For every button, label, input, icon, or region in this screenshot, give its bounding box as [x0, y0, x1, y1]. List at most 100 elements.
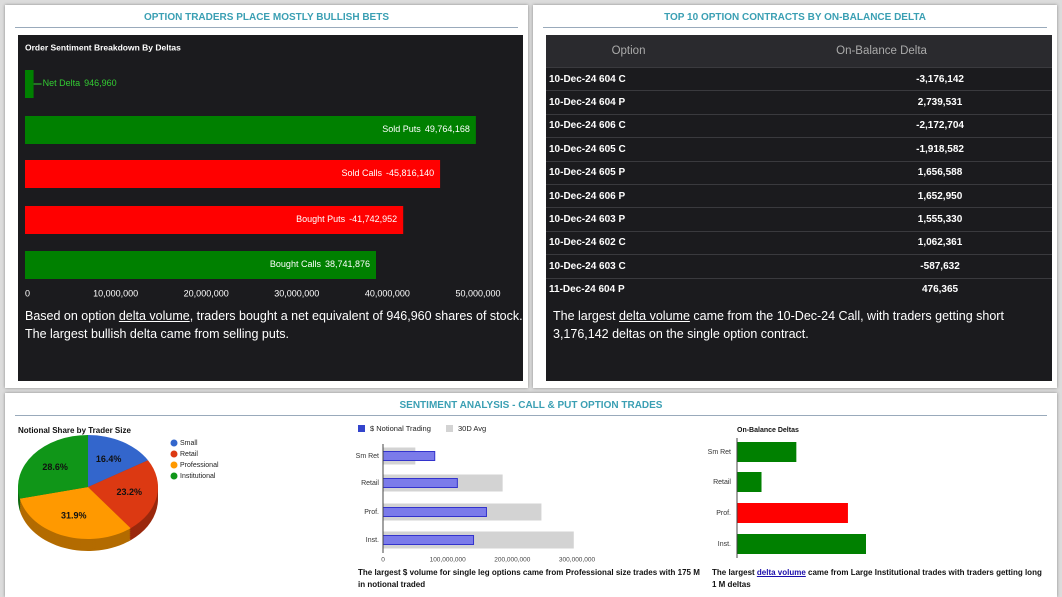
table-area: Option On-Balance Delta 10-Dec-24 604 C -3,…	[546, 35, 1052, 381]
link-text[interactable]: delta volume	[619, 309, 690, 323]
text: The largest bullish delta came from sell…	[25, 327, 290, 341]
bar	[737, 534, 866, 554]
legend-label: Small	[180, 440, 198, 447]
table-row: 10-Dec-24 606 C -2,172,704	[546, 113, 1052, 138]
pie-slice	[19, 487, 131, 539]
table-cell: -3,176,142	[711, 66, 1052, 91]
table-cell: 10-Dec-24 603 P	[546, 207, 712, 232]
bar	[25, 251, 377, 279]
y-tick-label: Sm Ret	[708, 449, 731, 456]
value-label: 23.2%	[117, 487, 143, 497]
x-tick-label: 10,000,000	[93, 288, 138, 298]
text: Based on option	[25, 309, 119, 323]
analysis-panel: SENTIMENT ANALYSIS - CALL & PUT OPTION T…	[5, 393, 1057, 597]
legend-label: Professional	[180, 462, 219, 469]
pie-slice	[88, 435, 148, 487]
category-label: Sold Puts	[382, 124, 421, 134]
category-label: Net Delta	[43, 78, 81, 88]
pie-slice	[88, 460, 159, 529]
y-tick-label: Inst.	[718, 541, 731, 548]
legend-label: Institutional	[180, 473, 216, 480]
bar-label: Bought Puts -41,742,952	[296, 214, 397, 224]
legend-swatch	[446, 425, 453, 432]
y-tick-label: Sm Ret	[356, 453, 379, 460]
table-row: 10-Dec-24 605 C -1,918,582	[546, 137, 1052, 162]
chart-title: Order Sentiment Breakdown By Deltas	[25, 42, 181, 52]
text: came from Large Institutional trades wit…	[712, 568, 1042, 589]
link-text[interactable]: delta volume	[118, 309, 190, 323]
table-cell: 11-Dec-24 604 P	[546, 277, 712, 301]
x-tick-label: 0	[25, 288, 30, 298]
x-tick-label: 40,000,000	[365, 288, 410, 298]
table-cell: 10-Dec-24 605 C	[546, 137, 712, 162]
value-label: 31.9%	[61, 511, 87, 521]
x-tick-label: 20,000,000	[184, 288, 229, 298]
y-tick-label: Inst.	[366, 537, 379, 544]
table-cell: 1,062,361	[711, 230, 1052, 255]
value-label: 49,764,168	[425, 124, 470, 134]
x-tick-label: 30,000,000	[274, 288, 319, 298]
value-label: 946,960	[84, 78, 117, 88]
table-row: 10-Dec-24 606 P 1,652,950	[546, 183, 1052, 208]
table-cell: 10-Dec-24 604 C	[546, 66, 712, 91]
x-tick-label: 200,000,000	[494, 557, 531, 564]
value-label: 16.4%	[96, 454, 122, 464]
legend-label: $ Notional Trading	[370, 424, 431, 433]
value-label: -45,816,140	[386, 168, 434, 178]
table-row: 10-Dec-24 603 P 1,555,330	[546, 207, 1052, 232]
table-cell: 10-Dec-24 602 C	[546, 230, 712, 255]
caption: The largest delta volume came from Large…	[712, 567, 1047, 591]
bar	[382, 478, 458, 488]
table-row: 10-Dec-24 602 C 1,062,361	[546, 230, 1052, 255]
legend-label: 30D Avg	[458, 424, 486, 433]
bar	[382, 535, 475, 545]
bar-label: Sold Puts 49,764,168	[382, 124, 470, 134]
caption: The largest $ volume for single leg opti…	[358, 568, 700, 589]
bar	[737, 472, 762, 492]
table-row: 10-Dec-24 604 P 2,739,531	[546, 90, 1052, 115]
value-label: 38,741,876	[325, 259, 370, 269]
text: came from the 10-Dec-24 Call, with trade…	[553, 309, 1004, 341]
panel-title: SENTIMENT ANALYSIS - CALL & PUT OPTION T…	[15, 400, 1047, 416]
contracts-table: Option On-Balance Delta 10-Dec-24 604 C -3,…	[546, 35, 1052, 301]
panel-title: OPTION TRADERS PLACE MOSTLY BULLISH BETS	[15, 12, 518, 28]
bar	[737, 442, 797, 462]
x-tick-label: 300,000,000	[559, 557, 596, 564]
bar-label: Bought Calls 38,741,876	[270, 259, 370, 269]
description: Based on option delta volume, traders bo…	[25, 307, 525, 343]
link-text[interactable]: delta volume	[756, 568, 806, 577]
bar	[25, 70, 34, 98]
bar	[25, 160, 441, 188]
table-cell: 10-Dec-24 603 C	[546, 254, 712, 279]
category-label: Bought Puts	[296, 214, 346, 224]
legend-swatch	[170, 461, 178, 469]
column-header: On-Balance Delta	[711, 35, 1052, 68]
table-row: 10-Dec-24 605 P 1,656,588	[546, 160, 1052, 185]
y-tick-label: Prof.	[716, 510, 731, 517]
legend-swatch	[170, 439, 178, 447]
bar-label: Net Delta 946,960	[43, 78, 117, 88]
table-cell: -1,918,582	[711, 137, 1052, 162]
pie-slice	[17, 435, 88, 499]
table-cell: -587,632	[711, 254, 1052, 279]
bar	[25, 116, 476, 144]
legend-swatch	[358, 425, 365, 432]
table-cell: 1,555,330	[711, 207, 1052, 232]
text: The largest	[553, 309, 620, 323]
table-cell: 10-Dec-24 604 P	[546, 90, 712, 115]
table-row: 11-Dec-24 604 P 476,365	[546, 277, 1052, 301]
table-row: 10-Dec-24 604 C -3,176,142	[546, 66, 1052, 91]
chart-title: Notional Share by Trader Size	[18, 426, 131, 435]
legend-label: Retail	[180, 451, 198, 458]
text: The largest	[712, 568, 757, 577]
bar	[737, 503, 848, 523]
legend-swatch	[170, 450, 178, 458]
panel-title: TOP 10 OPTION CONTRACTS BY ON-BALANCE DE…	[543, 12, 1047, 28]
category-label: Sold Calls	[342, 168, 383, 178]
value-label: 28.6%	[42, 462, 68, 472]
chart-title: On-Balance Deltas	[737, 427, 799, 434]
table-cell: -2,172,704	[711, 113, 1052, 138]
table-cell: 10-Dec-24 605 P	[546, 160, 712, 185]
